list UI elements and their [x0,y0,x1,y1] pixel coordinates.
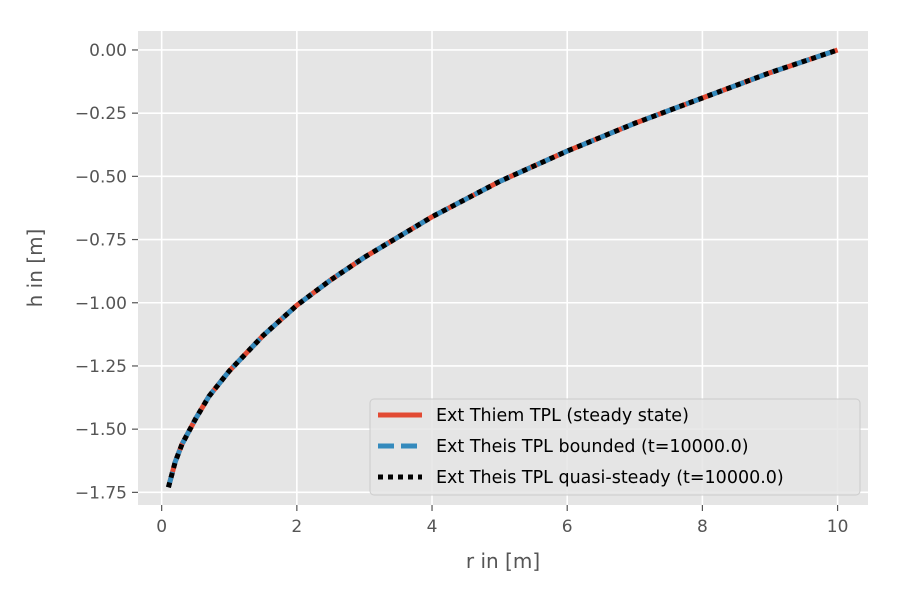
y-tick-label: −1.00 [75,294,127,314]
y-axis-label: h in [m] [23,229,47,308]
x-tick-label: 10 [827,517,849,537]
legend-label-1: Ext Thiem TPL (steady state) [436,406,689,426]
x-tick-label: 0 [156,517,167,537]
y-tick-label: 0.00 [89,41,127,61]
legend: Ext Thiem TPL (steady state) Ext Theis TP… [369,398,861,496]
x-tick-label: 6 [562,517,573,537]
x-axis-label: r in [m] [466,549,540,573]
y-tick-label: −0.50 [75,167,127,187]
x-tick-label: 8 [697,517,708,537]
y-tick-label: −1.50 [75,420,127,440]
y-tick-label: −1.25 [75,357,127,377]
legend-label-3: Ext Theis TPL quasi-steady (t=10000.0) [436,468,784,488]
y-tick-label: −0.25 [75,104,127,124]
legend-box [369,398,861,496]
x-tick-label: 2 [291,517,302,537]
x-tick-label: 4 [427,517,438,537]
series-line-3 [166,47,839,488]
series-line-2 [166,47,839,488]
y-tick-label: −1.75 [75,483,127,503]
y-tick-label: −0.75 [75,231,127,251]
axis-ticks: 0 2 4 6 8 10 0.00 −0.25 −0.50 −0.75 −1.00 −1.25 −1.5… [75,41,849,537]
series-lines [166,47,839,488]
grid-lines [138,31,868,505]
legend-label-2: Ext Theis TPL bounded (t=10000.0) [436,437,749,457]
